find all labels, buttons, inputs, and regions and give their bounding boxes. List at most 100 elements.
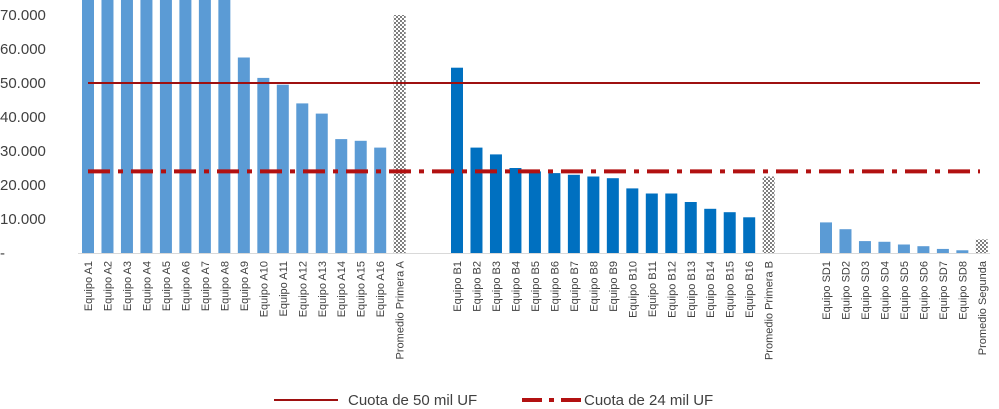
bar [626,188,639,253]
bar [354,140,367,253]
bar [315,113,328,253]
bar [684,202,697,253]
x-tick-label: Equipo A11 [278,261,290,316]
x-tick-label: Equipo A6 [180,261,192,311]
x-tick-label: Promedio Primera B [764,261,776,360]
bar [198,0,211,253]
bar [704,208,717,253]
x-tick-label: Equipo B15 [725,261,737,318]
bar [567,174,580,253]
bar [606,178,619,253]
bar [489,154,502,253]
bar [645,193,658,253]
y-tick-label: 50.000 [0,75,46,92]
x-tick-label: Equipo B6 [549,261,561,312]
x-tick-label: Equipo A3 [122,261,134,311]
y-tick-label: 70.000 [0,7,46,24]
reference-lines [88,82,980,174]
y-tick-label: 20.000 [0,177,46,194]
average-bar [393,15,406,253]
x-tick-label: Equipo A9 [239,261,251,311]
y-tick-label: 60.000 [0,41,46,58]
x-tick-label: Equipo SD3 [860,261,872,320]
bars-layer [82,0,988,254]
x-tick-label: Equipo A8 [219,261,231,311]
x-tick-label: Equipo B1 [452,261,464,312]
bar [917,246,930,253]
y-tick-label: - [0,245,5,262]
bar [528,171,541,253]
x-tick-label: Equipo SD5 [899,261,911,320]
y-tick-label: 40.000 [0,109,46,126]
x-tick-label: Equipo A13 [317,261,329,317]
legend-label: Cuota de 24 mil UF [584,392,713,409]
x-tick-label: Equipo B8 [588,261,600,312]
x-tick-label: Equipo A16 [375,261,387,317]
bar [120,0,133,253]
bar [509,168,522,253]
x-tick-label: Equipo SD2 [840,261,852,320]
bar [101,0,114,253]
bar [587,176,600,253]
x-tick-label: Equipo B3 [491,261,503,312]
bar [743,217,756,253]
y-axis: - 10.000 20.000 30.000 40.000 50.000 60.000 70.… [0,7,46,262]
x-tick-label: Equipo A5 [161,261,173,311]
x-tick-label: Equipo B13 [686,261,698,318]
x-tick-label: Equipo A2 [102,261,114,311]
bar [956,250,969,253]
bar [897,244,910,253]
x-tick-label: Equipo SD6 [918,261,930,320]
x-tick-label: Equipo SD8 [957,261,969,320]
y-tick-label: 30.000 [0,143,46,160]
bar [276,84,289,253]
x-tick-label: Equipo A1 [83,261,95,311]
x-tick-label: Equipo B4 [510,261,522,312]
x-tick-label: Equipo B12 [666,261,678,318]
x-tick-label: Equipo A10 [258,261,270,317]
legend: Cuota de 50 mil UF Cuota de 24 mil UF [274,392,713,409]
bar [179,0,192,253]
x-tick-label: Equipo A15 [356,261,368,317]
bar [936,248,949,253]
bar [374,147,387,253]
x-tick-label: Equipo SD7 [938,261,950,320]
x-tick-label: Equipo SD4 [879,261,891,320]
x-tick-label: Equipo B14 [705,261,717,318]
x-tick-label: Equipo A12 [297,261,309,317]
bar [140,0,153,253]
bar [878,241,891,253]
x-tick-label: Equipo B10 [627,261,639,318]
bar [257,77,270,254]
x-tick-label: Equipo B2 [471,261,483,312]
x-axis: Equipo A1 Equipo A2 Equipo A3 Equipo A4 Equi… [78,253,990,360]
bar [451,67,463,253]
y-tick-label: 10.000 [0,211,46,228]
bar [159,0,172,253]
x-tick-label: Equipo B7 [569,261,581,312]
bar [237,57,250,253]
bar [839,229,852,253]
bar [218,0,231,253]
average-bar [762,176,775,253]
bar [548,173,561,253]
bar [296,103,309,254]
x-tick-label: Equipo A7 [200,261,212,311]
x-tick-label: Promedio Primera A [395,260,407,359]
x-tick-label: Equipo B11 [647,261,659,317]
x-tick-label: Equipo B5 [530,261,542,312]
bar [665,193,678,253]
x-tick-label: Equipo SD1 [821,261,833,320]
x-tick-label: Equipo A4 [141,261,153,311]
bar [335,139,348,253]
legend-label: Cuota de 50 mil UF [348,392,477,409]
bar [82,0,94,253]
x-tick-label: Promedio Segunda [977,260,989,355]
average-bar [975,239,988,253]
x-tick-label: Equipo A14 [336,261,348,317]
x-tick-label: Equipo B16 [744,261,756,318]
x-tick-label: Equipo B9 [608,261,620,312]
bar [820,222,832,253]
bar [723,212,736,253]
bar [470,147,483,253]
